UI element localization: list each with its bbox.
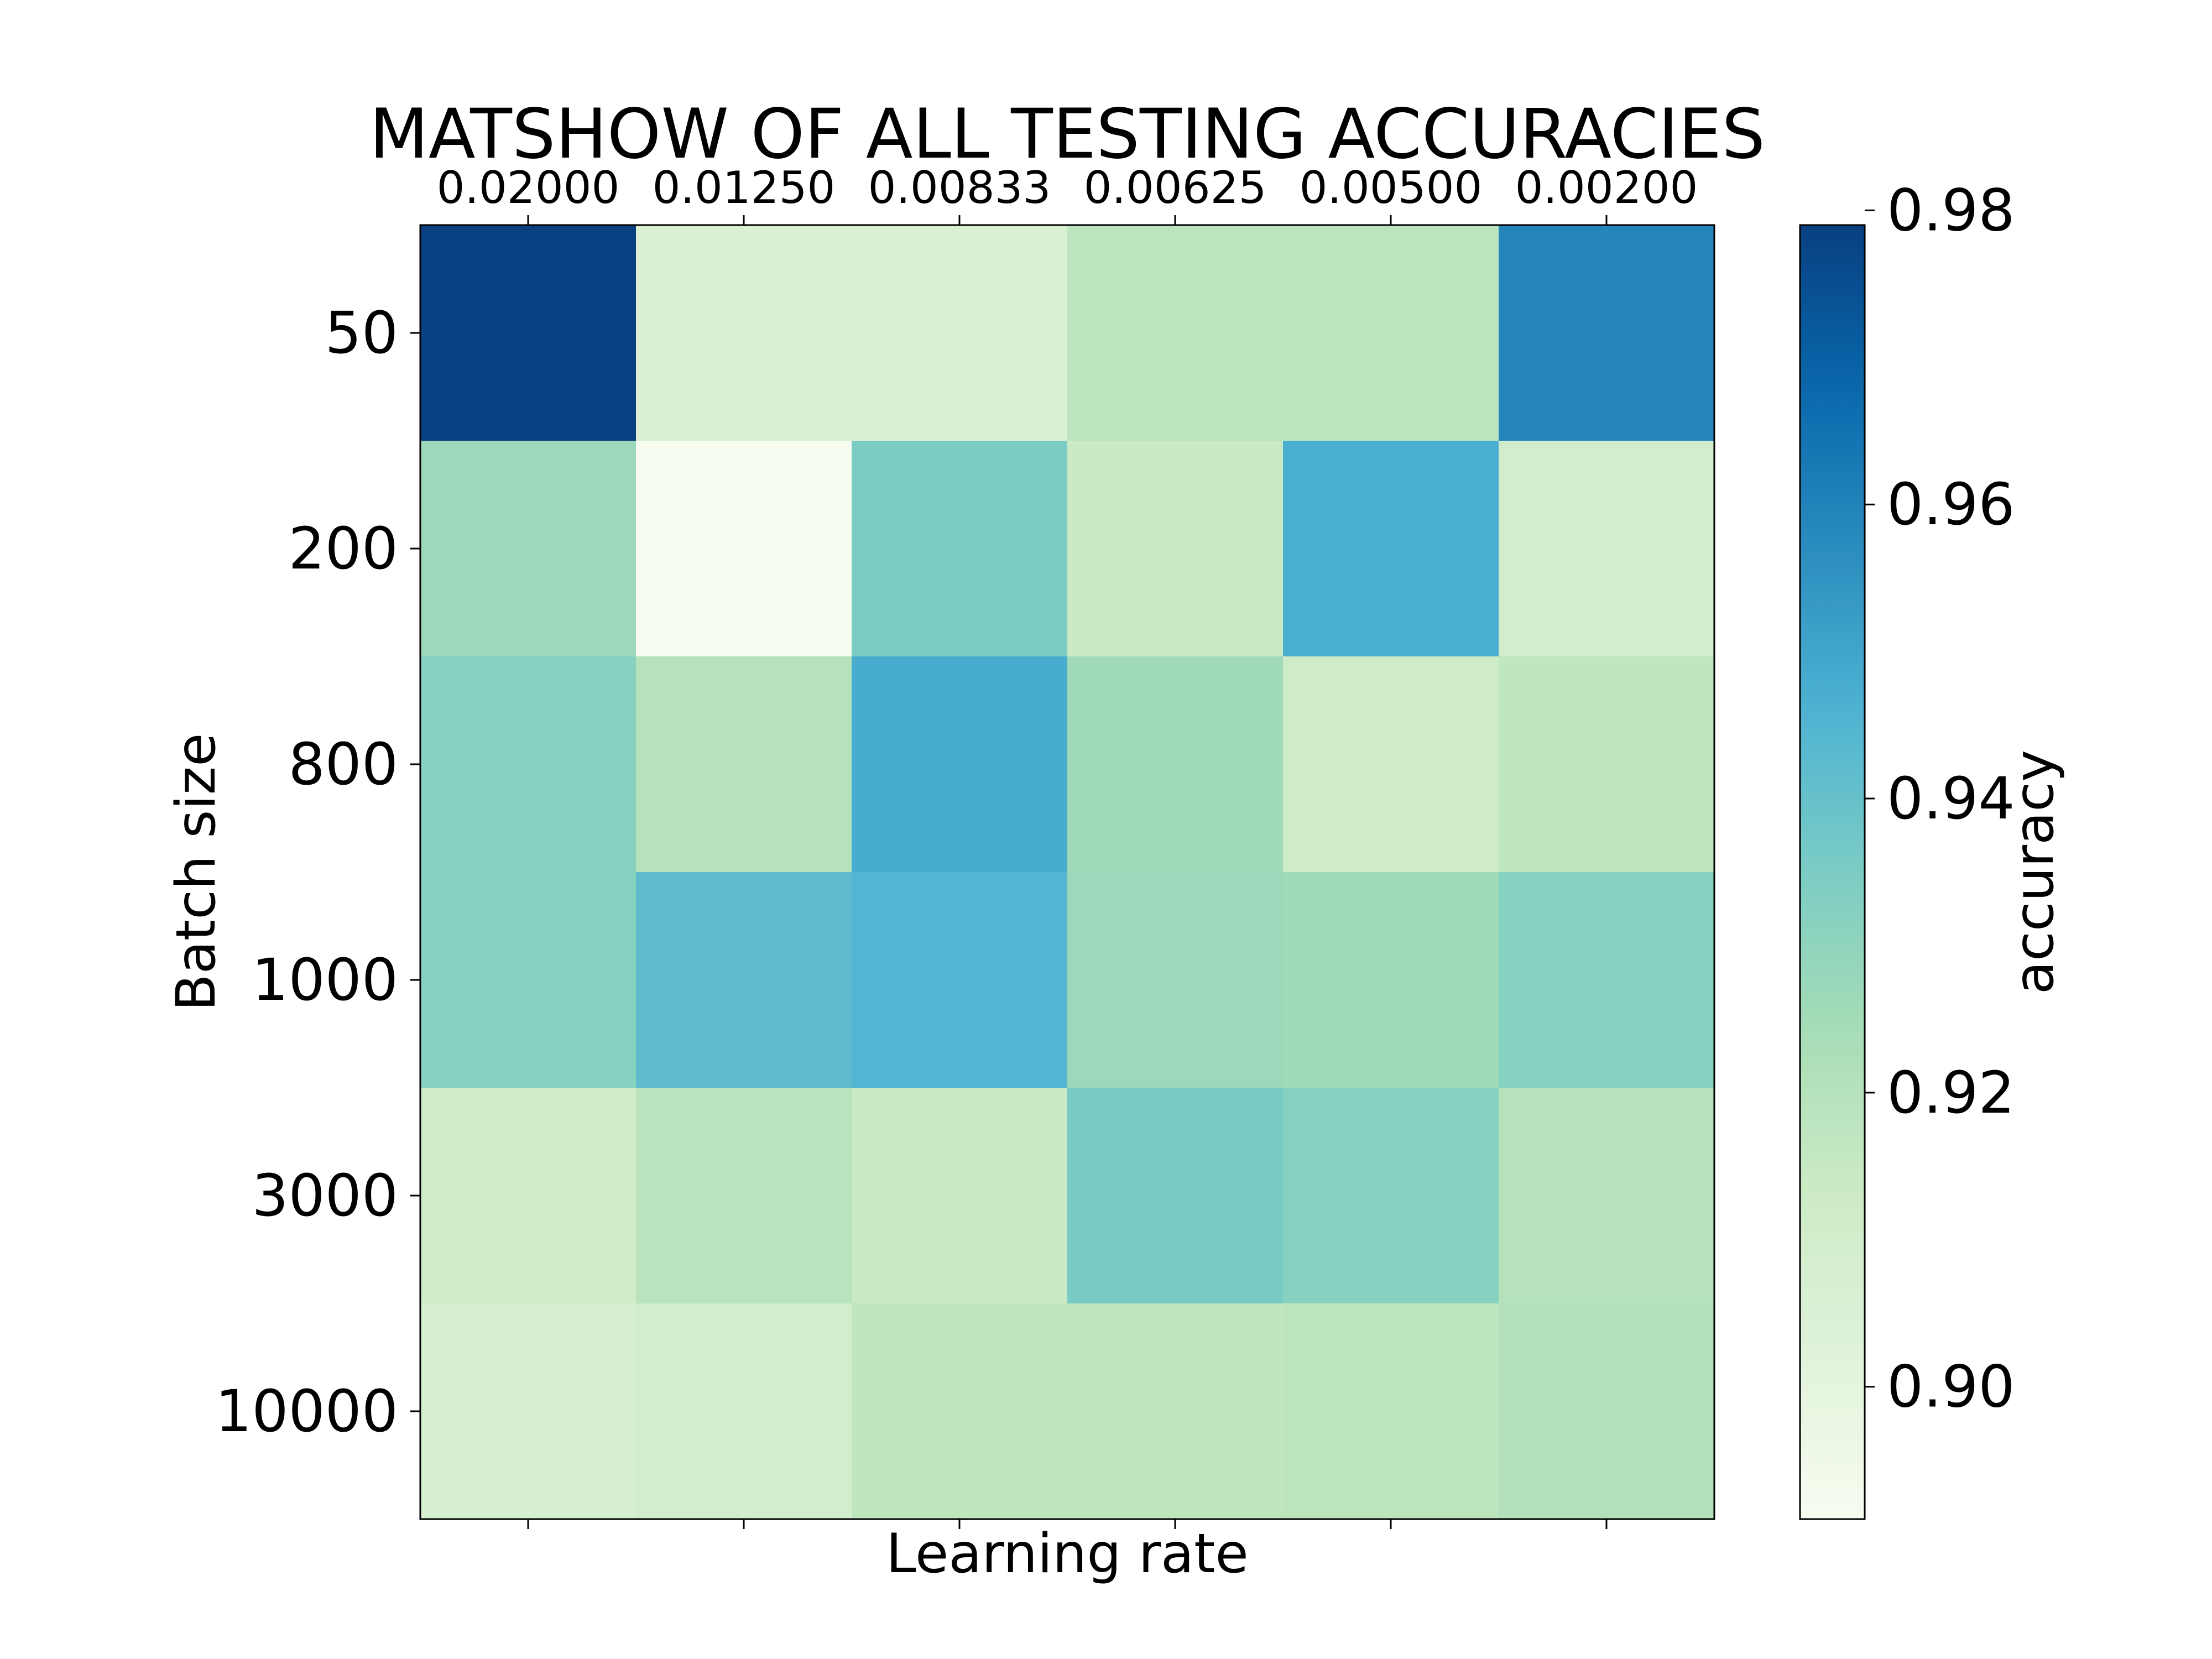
heatmap-cell [1283, 441, 1499, 657]
y-axis-label: Batch size [165, 733, 228, 1011]
x-tick-label: 0.00625 [1084, 162, 1267, 213]
heatmap-cell [852, 441, 1068, 657]
heatmap-cell [636, 1088, 852, 1304]
heatmap-cell [1067, 225, 1284, 441]
heatmap-cell [852, 225, 1068, 441]
heatmap-cell [1499, 656, 1715, 873]
y-tick-label: 10000 [215, 1378, 398, 1445]
x-axis-ticks: 0.02000 0.01250 0.00833 0.00625 0.00500 0.002… [437, 162, 1698, 1529]
heatmap-cell [420, 225, 637, 441]
x-tick-label: 0.00500 [1300, 162, 1483, 213]
y-tick-label: 3000 [252, 1162, 398, 1229]
heatmap-cell [1067, 1303, 1284, 1520]
colorbar-tick-label: 0.98 [1887, 176, 2015, 244]
y-tick-label: 50 [325, 299, 398, 367]
x-tick-label: 0.00200 [1515, 162, 1698, 213]
heatmap-cell [1283, 872, 1499, 1088]
heatmap-cell [1283, 1303, 1499, 1520]
heatmap-cell [420, 441, 637, 657]
colorbar-ticks: 0.90 0.92 0.94 0.96 0.98 [1865, 176, 2015, 1421]
colorbar-tick-label: 0.90 [1887, 1353, 2015, 1421]
heatmap-cell [636, 1303, 852, 1520]
heatmap-cell [636, 872, 852, 1088]
heatmap-cell [1499, 1303, 1715, 1520]
heatmap-cell [1067, 872, 1284, 1088]
heatmap-cells [420, 225, 1715, 1520]
plot-frame [419, 224, 1715, 1520]
y-tick-label: 800 [288, 731, 398, 798]
heatmap-cell [1499, 441, 1715, 657]
heatmap-cell [420, 872, 637, 1088]
y-axis-ticks: 50 200 800 1000 3000 10000 [215, 299, 420, 1445]
heatmap-cell [1067, 1088, 1284, 1304]
heatmap-cell [852, 872, 1068, 1088]
x-tick-label: 0.01250 [653, 162, 836, 213]
heatmap-cell [420, 1088, 637, 1304]
heatmap-cell [1067, 441, 1284, 657]
colorbar-tick-label: 0.94 [1887, 765, 2015, 832]
x-tick-label: 0.00833 [868, 162, 1051, 213]
heatmap-cell [636, 225, 852, 441]
heatmap-cell [1499, 872, 1715, 1088]
colorbar-tick-label: 0.96 [1887, 471, 2015, 538]
colorbar [1799, 224, 1866, 1520]
colorbar-label: accuracy [2003, 750, 2066, 994]
heatmap-cell [1283, 656, 1499, 873]
colorbar-tick-label: 0.92 [1887, 1059, 2015, 1126]
chart-title: MATSHOW OF ALL TESTING ACCURACIES [369, 95, 1765, 174]
heatmap-cell [852, 656, 1068, 873]
x-axis-label: Learning rate [886, 1522, 1249, 1585]
heatmap-cell [1283, 225, 1499, 441]
heatmap-cell [636, 441, 852, 657]
y-tick-label: 1000 [252, 946, 398, 1014]
heatmap-cell [636, 656, 852, 873]
heatmap-cell [420, 1303, 637, 1520]
heatmap-cell [852, 1088, 1068, 1304]
heatmap-cell [420, 656, 637, 873]
y-tick-label: 200 [288, 515, 398, 582]
x-tick-label: 0.02000 [437, 162, 620, 213]
heatmap-cell [1067, 656, 1284, 873]
heatmap-cell [1499, 225, 1715, 441]
heatmap-cell [852, 1303, 1068, 1520]
heatmap-cell [1283, 1088, 1499, 1304]
heatmap-cell [1499, 1088, 1715, 1304]
